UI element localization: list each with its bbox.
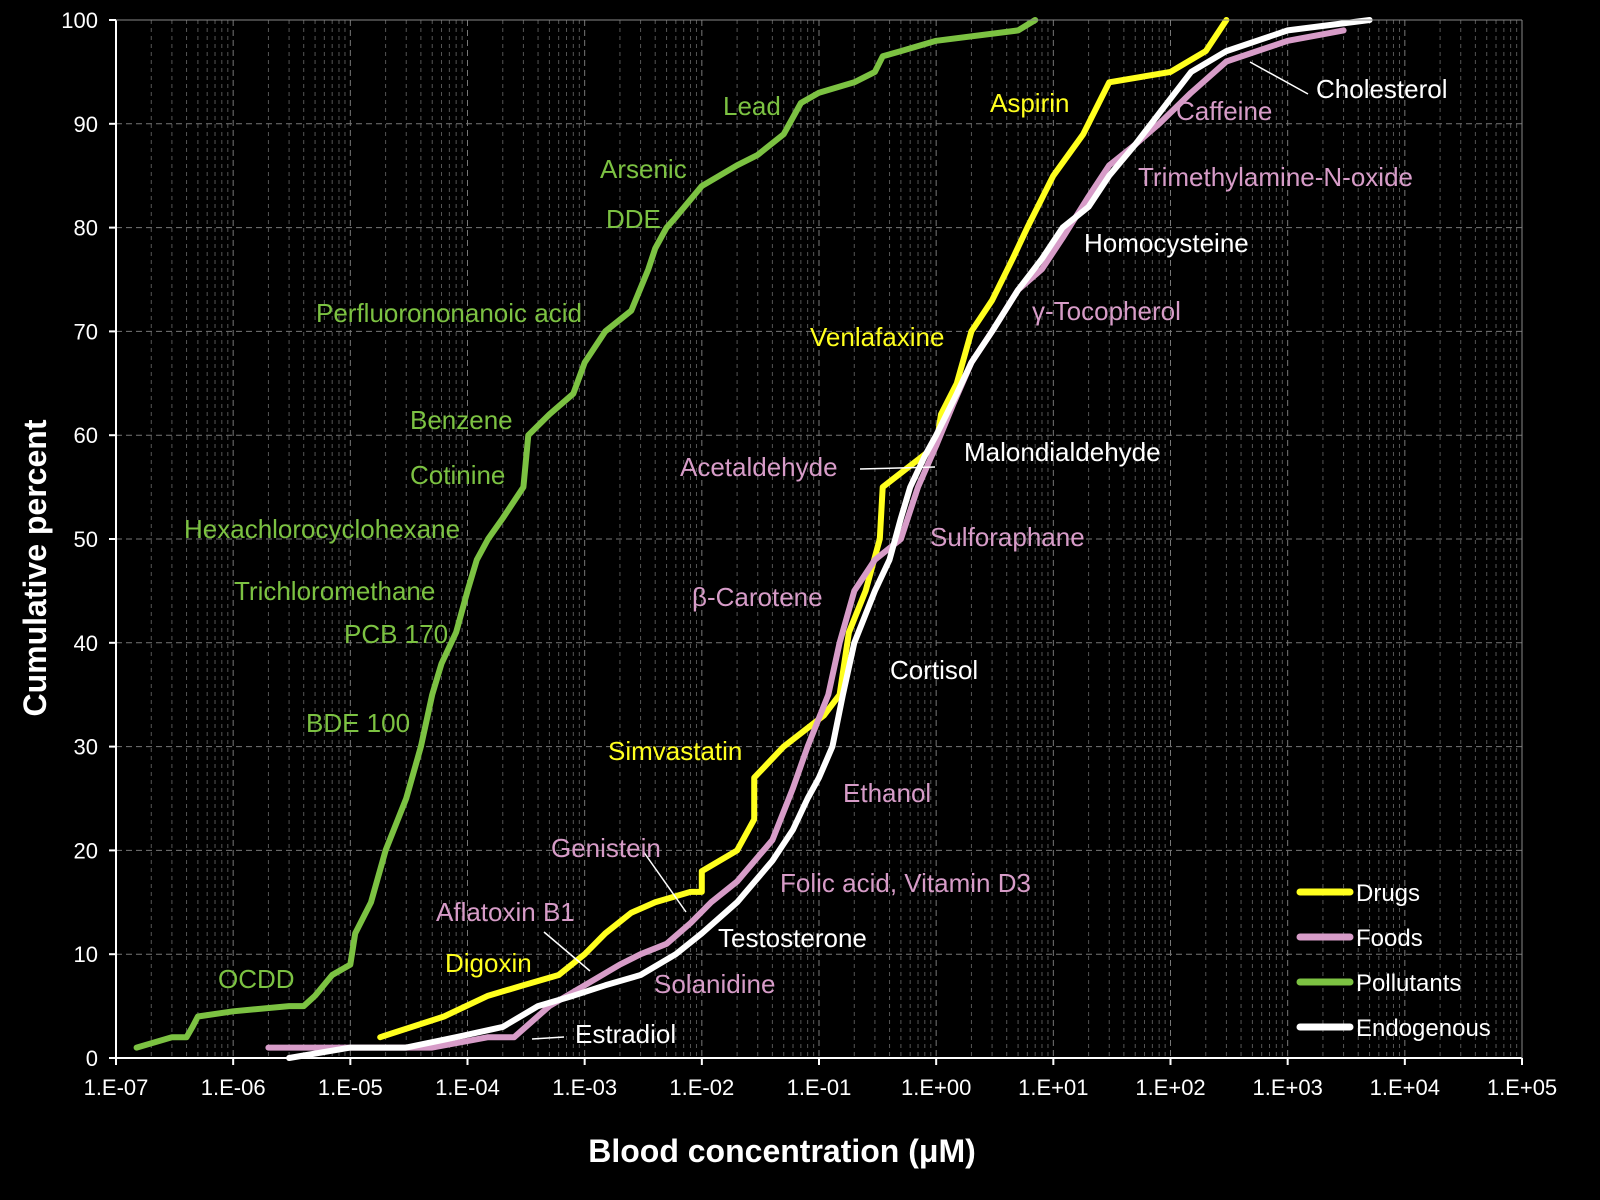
y-tick-label: 90 bbox=[74, 112, 98, 137]
annotation-label: Perfluorononanoic acid bbox=[316, 298, 582, 328]
annotation-label: Lead bbox=[723, 91, 781, 121]
annotation-label: Cortisol bbox=[890, 655, 978, 685]
annotation-label: OCDD bbox=[218, 964, 295, 994]
annotation-label: β-Carotene bbox=[692, 582, 823, 612]
series-line-endogenous bbox=[286, 17, 1373, 1061]
y-tick-label: 40 bbox=[74, 631, 98, 656]
annotation-label: Cotinine bbox=[410, 460, 505, 490]
annotation-label: Ethanol bbox=[843, 778, 931, 808]
annotation-label: Folic acid, Vitamin D3 bbox=[780, 868, 1031, 898]
y-tick-label: 100 bbox=[61, 8, 98, 33]
legend: Drugs Foods Pollutants Endogenous bbox=[1296, 880, 1491, 1042]
x-tick-label: 1.E-06 bbox=[201, 1075, 266, 1100]
x-tick-label: 1.E-02 bbox=[669, 1075, 734, 1100]
series-line-drugs bbox=[377, 17, 1230, 1041]
y-tick-label: 30 bbox=[74, 735, 98, 760]
annotation-leader bbox=[531, 1036, 565, 1040]
x-tick-label: 1.E-04 bbox=[435, 1075, 500, 1100]
annotation-label: Sulforaphane bbox=[930, 522, 1085, 552]
annotation-label: Digoxin bbox=[445, 948, 532, 978]
annotations: Lead Arsenic DDE Perfluorononanoic acid Benz… bbox=[184, 74, 1448, 1049]
x-tick-label: 1.E+01 bbox=[1018, 1075, 1088, 1100]
legend-label-pollutants: Pollutants bbox=[1356, 970, 1461, 997]
annotation-label: Arsenic bbox=[600, 154, 687, 184]
annotation-label: Aspirin bbox=[990, 88, 1069, 118]
x-axis-title: Blood concentration (μM) bbox=[588, 1133, 976, 1169]
x-tick-label: 1.E+02 bbox=[1135, 1075, 1205, 1100]
y-axis-title: Cumulative percent bbox=[17, 419, 53, 716]
x-tick-label: 1.E-01 bbox=[787, 1075, 852, 1100]
y-tick-label: 10 bbox=[74, 942, 98, 967]
x-tick-label: 1.E+03 bbox=[1252, 1075, 1322, 1100]
annotation-label: Genistein bbox=[551, 833, 661, 863]
annotation-label: Benzene bbox=[410, 405, 513, 435]
annotation-label: Trichloromethane bbox=[234, 576, 435, 606]
annotation-leader bbox=[1249, 61, 1309, 95]
annotation-label: PCB 170 bbox=[344, 619, 448, 649]
x-tick-label: 1.E+04 bbox=[1370, 1075, 1440, 1100]
annotation-label: Venlafaxine bbox=[810, 322, 944, 352]
annotation-label: BDE 100 bbox=[306, 708, 410, 738]
annotation-leader bbox=[543, 931, 591, 972]
series-lines bbox=[133, 17, 1373, 1061]
y-tick-label: 80 bbox=[74, 216, 98, 241]
series-line-foods bbox=[265, 27, 1347, 1051]
annotation-label: Cholesterol bbox=[1316, 74, 1448, 104]
tick-labels: 1.E-07 1.E-06 1.E-05 1.E-04 1.E-03 1.E-02 1.E-… bbox=[61, 8, 1557, 1100]
annotation-leader bbox=[642, 850, 687, 913]
annotation-label: Testosterone bbox=[718, 923, 867, 953]
annotation-leader bbox=[859, 466, 936, 470]
x-tick-label: 1.E-07 bbox=[84, 1075, 149, 1100]
annotation-label: Aflatoxin B1 bbox=[436, 897, 575, 927]
annotation-label: Estradiol bbox=[575, 1019, 676, 1049]
series-line-pollutants bbox=[133, 17, 1039, 1051]
y-tick-label: 0 bbox=[86, 1046, 98, 1071]
y-tick-label: 70 bbox=[74, 319, 98, 344]
y-tick-label: 50 bbox=[74, 527, 98, 552]
x-tick-label: 1.E-03 bbox=[552, 1075, 617, 1100]
legend-label-endogenous: Endogenous bbox=[1356, 1015, 1491, 1042]
annotation-label: Simvastatin bbox=[608, 736, 742, 766]
x-tick-label: 1.E-05 bbox=[318, 1075, 383, 1100]
annotation-label: Malondialdehyde bbox=[964, 437, 1161, 467]
annotation-label: DDE bbox=[606, 204, 661, 234]
annotation-label: Solanidine bbox=[654, 969, 775, 999]
annotation-leaders bbox=[531, 61, 1309, 1040]
x-tick-label: 1.E+05 bbox=[1487, 1075, 1557, 1100]
legend-label-foods: Foods bbox=[1356, 925, 1423, 952]
annotation-label: Trimethylamine-N-oxide bbox=[1138, 162, 1413, 192]
annotation-label: Acetaldehyde bbox=[680, 452, 838, 482]
annotation-label: γ-Tocopherol bbox=[1032, 296, 1181, 326]
x-tick-label: 1.E+00 bbox=[901, 1075, 971, 1100]
y-tick-label: 60 bbox=[74, 423, 98, 448]
annotation-label: Hexachlorocyclohexane bbox=[184, 514, 460, 544]
annotation-label: Caffeine bbox=[1176, 96, 1272, 126]
annotation-label: Homocysteine bbox=[1084, 228, 1249, 258]
y-tick-label: 20 bbox=[74, 838, 98, 863]
legend-label-drugs: Drugs bbox=[1356, 880, 1420, 907]
